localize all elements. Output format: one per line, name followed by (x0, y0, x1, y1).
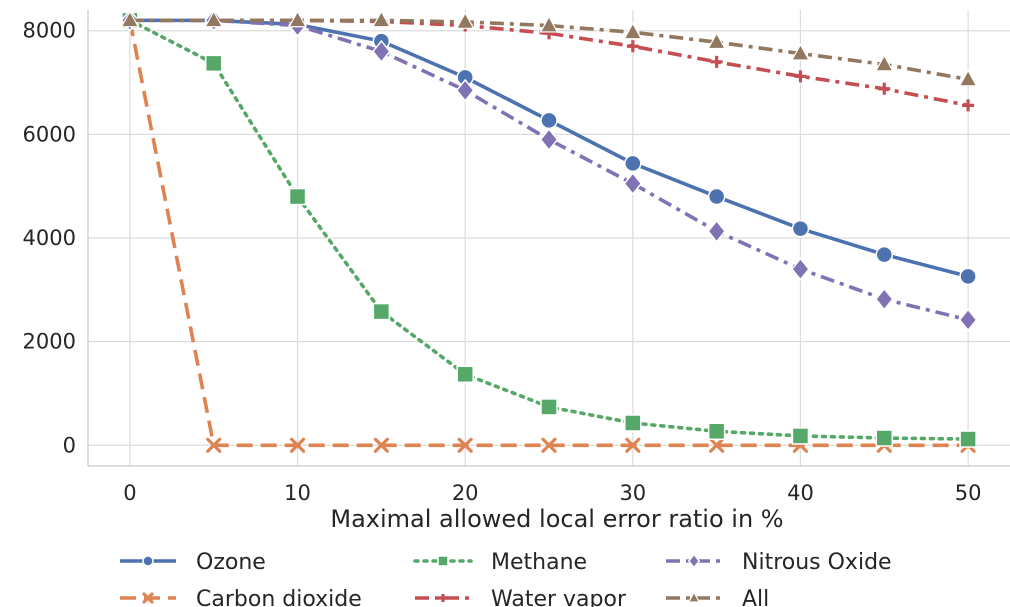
data-point-water-vapor (878, 82, 891, 95)
legend-marker (687, 591, 701, 603)
data-point-ozone (707, 187, 726, 206)
data-point-nitrous-oxide (455, 78, 475, 102)
y-tick-label: 4000 (23, 226, 76, 250)
legend-label: Water vapor (491, 587, 627, 607)
legend-marker (437, 555, 449, 567)
data-point-ozone (959, 267, 977, 286)
legend-item-carbon-dioxide: Carbon dioxide (120, 587, 362, 607)
data-point-nitrous-oxide (707, 219, 727, 243)
y-tick-label: 0 (63, 433, 76, 457)
series-line-nitrous-oxide (129, 18, 969, 322)
data-point-water-vapor (962, 99, 975, 112)
grid-lines (88, 10, 1010, 466)
data-point-carbon-dioxide (541, 437, 557, 453)
data-point-nitrous-oxide (874, 287, 894, 311)
y-tick-label: 2000 (23, 330, 76, 354)
data-point-methane (204, 54, 223, 73)
tick-labels: 0 10 20 30 40 50 0 2000 4000 6000 8000 (23, 19, 982, 505)
data-point-all (204, 10, 224, 28)
data-point-methane (791, 427, 810, 445)
series-line-water-vapor (129, 18, 969, 108)
data-point-carbon-dioxide (457, 437, 473, 453)
data-point-ozone (540, 111, 558, 130)
legend-label: Carbon dioxide (196, 587, 362, 607)
x-tick-label: 30 (619, 481, 646, 505)
x-axis-label: Maximal allowed local error ratio in % (330, 505, 783, 533)
data-point-all (120, 10, 140, 28)
data-point-all (455, 11, 475, 29)
legend-marker (439, 594, 447, 602)
data-point-methane (707, 422, 726, 441)
legend-item-nitrous-oxide: Nitrous Oxide (666, 550, 892, 575)
data-point-all (288, 10, 307, 28)
x-tick-label: 10 (284, 481, 311, 505)
series-line-all (129, 18, 969, 82)
data-point-all (539, 15, 559, 33)
y-tick-label: 6000 (23, 122, 76, 146)
data-point-all (791, 43, 810, 61)
legend-marker (687, 553, 701, 569)
legend-item-water-vapor: Water vapor (415, 587, 627, 607)
x-tick-label: 40 (787, 481, 814, 505)
data-point-ozone (791, 219, 810, 238)
data-point-carbon-dioxide (373, 437, 389, 453)
data-point-water-vapor (794, 70, 807, 83)
data-point-nitrous-oxide (791, 257, 810, 281)
series-line-methane (128, 18, 970, 441)
series-methane (121, 11, 977, 448)
data-point-nitrous-oxide (371, 39, 391, 64)
legend-label: Nitrous Oxide (742, 550, 892, 575)
data-point-all (874, 54, 894, 72)
data-point-all (623, 22, 643, 40)
x-tick-label: 50 (955, 481, 982, 505)
legend-item-methane: Methane (413, 550, 587, 575)
data-point-methane (540, 398, 558, 416)
legend-item-ozone: Ozone (120, 550, 266, 575)
legend-label: Ozone (196, 550, 266, 575)
series-lines (120, 8, 978, 453)
series-all (120, 10, 978, 87)
legend: Ozone Carbon dioxide Methane Water vapor Nit… (120, 550, 892, 607)
axes (87, 10, 1010, 467)
data-point-all (958, 69, 978, 87)
data-point-water-vapor (710, 55, 723, 68)
legend-label: Methane (491, 550, 587, 575)
legend-label: All (742, 587, 769, 607)
data-point-ozone (875, 245, 894, 264)
data-point-ozone (624, 154, 642, 173)
data-point-methane (288, 187, 307, 206)
data-point-methane (456, 365, 474, 384)
data-point-carbon-dioxide (625, 437, 641, 453)
data-point-carbon-dioxide (709, 437, 725, 453)
data-point-nitrous-oxide (539, 127, 559, 152)
data-point-all (707, 32, 727, 50)
data-point-carbon-dioxide (206, 437, 222, 453)
data-point-water-vapor (626, 40, 639, 53)
data-point-nitrous-oxide (623, 171, 643, 196)
data-point-carbon-dioxide (289, 437, 306, 453)
data-point-methane (875, 429, 894, 447)
x-tick-label: 0 (123, 481, 136, 505)
x-tick-label: 20 (452, 481, 479, 505)
y-tick-label: 8000 (23, 19, 76, 43)
data-point-methane (959, 430, 977, 448)
series-line-carbon-dioxide (128, 20, 969, 448)
legend-marker (142, 592, 154, 604)
data-point-methane (624, 414, 642, 432)
legend-marker (142, 555, 154, 567)
data-point-methane (372, 302, 391, 321)
series-carbon-dioxide (122, 12, 976, 453)
data-point-nitrous-oxide (958, 308, 978, 332)
legend-item-all: All (666, 587, 769, 607)
data-point-all (371, 10, 391, 28)
